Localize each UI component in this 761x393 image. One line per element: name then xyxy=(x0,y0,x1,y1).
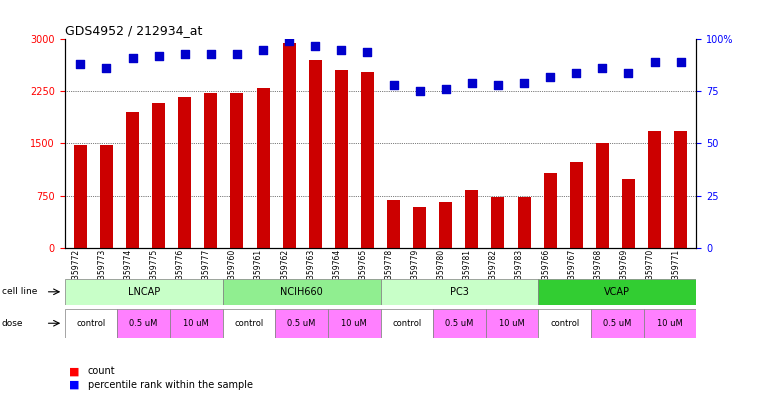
Bar xyxy=(328,309,380,338)
Point xyxy=(361,49,374,55)
Point xyxy=(674,59,686,65)
Bar xyxy=(282,43,296,248)
Text: VCAP: VCAP xyxy=(604,287,630,297)
Text: 0.5 uM: 0.5 uM xyxy=(445,319,473,328)
Point xyxy=(648,59,661,65)
Bar xyxy=(648,131,661,248)
Text: 10 uM: 10 uM xyxy=(183,319,209,328)
Text: dose: dose xyxy=(2,319,23,328)
Point xyxy=(100,65,113,72)
Point xyxy=(179,51,191,57)
Bar xyxy=(152,103,165,248)
Text: control: control xyxy=(550,319,579,328)
Point xyxy=(75,61,87,68)
Text: ■: ■ xyxy=(68,366,79,376)
Bar xyxy=(622,179,635,248)
Point xyxy=(126,55,139,61)
Bar xyxy=(644,309,696,338)
Bar xyxy=(674,131,687,248)
Point xyxy=(492,82,504,88)
Point xyxy=(231,51,243,57)
Text: 0.5 uM: 0.5 uM xyxy=(288,319,316,328)
Bar xyxy=(65,309,117,338)
Bar xyxy=(65,279,223,305)
Bar xyxy=(596,143,609,248)
Text: GDS4952 / 212934_at: GDS4952 / 212934_at xyxy=(65,24,202,37)
Point xyxy=(283,38,295,44)
Point xyxy=(205,51,217,57)
Point xyxy=(570,70,582,76)
Text: count: count xyxy=(88,366,115,376)
Bar xyxy=(204,93,218,248)
Point xyxy=(152,53,164,59)
Text: 0.5 uM: 0.5 uM xyxy=(129,319,158,328)
Text: LNCAP: LNCAP xyxy=(128,287,160,297)
Bar xyxy=(178,97,191,248)
Point xyxy=(336,47,348,53)
Text: NCIH660: NCIH660 xyxy=(280,287,323,297)
Bar xyxy=(380,309,433,338)
Text: 10 uM: 10 uM xyxy=(657,319,683,328)
Bar xyxy=(539,309,591,338)
Text: control: control xyxy=(392,319,422,328)
Point xyxy=(257,47,269,53)
Bar xyxy=(275,309,328,338)
Point xyxy=(413,88,425,94)
Bar xyxy=(170,309,223,338)
Bar xyxy=(335,70,348,248)
Bar xyxy=(223,309,275,338)
Text: percentile rank within the sample: percentile rank within the sample xyxy=(88,380,253,390)
Bar xyxy=(517,197,530,248)
Point xyxy=(466,80,478,86)
Point xyxy=(440,86,452,92)
Point xyxy=(622,70,635,76)
Bar xyxy=(380,279,539,305)
Text: 10 uM: 10 uM xyxy=(499,319,525,328)
Bar xyxy=(492,197,505,248)
Text: ■: ■ xyxy=(68,380,79,390)
Bar xyxy=(126,112,139,248)
Point xyxy=(597,65,609,72)
Bar xyxy=(413,207,426,248)
Bar xyxy=(256,88,269,248)
Bar xyxy=(543,173,557,248)
Text: control: control xyxy=(76,319,106,328)
Bar xyxy=(309,60,322,248)
Bar xyxy=(231,93,244,248)
Bar xyxy=(100,145,113,248)
Text: control: control xyxy=(234,319,263,328)
Text: 10 uM: 10 uM xyxy=(341,319,367,328)
Bar xyxy=(223,279,380,305)
Bar xyxy=(387,200,400,248)
Text: 0.5 uM: 0.5 uM xyxy=(603,319,632,328)
Text: cell line: cell line xyxy=(2,287,37,296)
Bar xyxy=(433,309,486,338)
Bar xyxy=(117,309,170,338)
Bar xyxy=(486,309,539,338)
Text: PC3: PC3 xyxy=(450,287,469,297)
Bar xyxy=(570,162,583,248)
Bar xyxy=(465,190,479,248)
Bar xyxy=(74,145,87,248)
Bar xyxy=(591,309,644,338)
Point xyxy=(518,80,530,86)
Bar xyxy=(439,202,452,248)
Bar xyxy=(361,72,374,248)
Bar xyxy=(539,279,696,305)
Point xyxy=(309,42,321,49)
Point xyxy=(387,82,400,88)
Point xyxy=(544,73,556,80)
